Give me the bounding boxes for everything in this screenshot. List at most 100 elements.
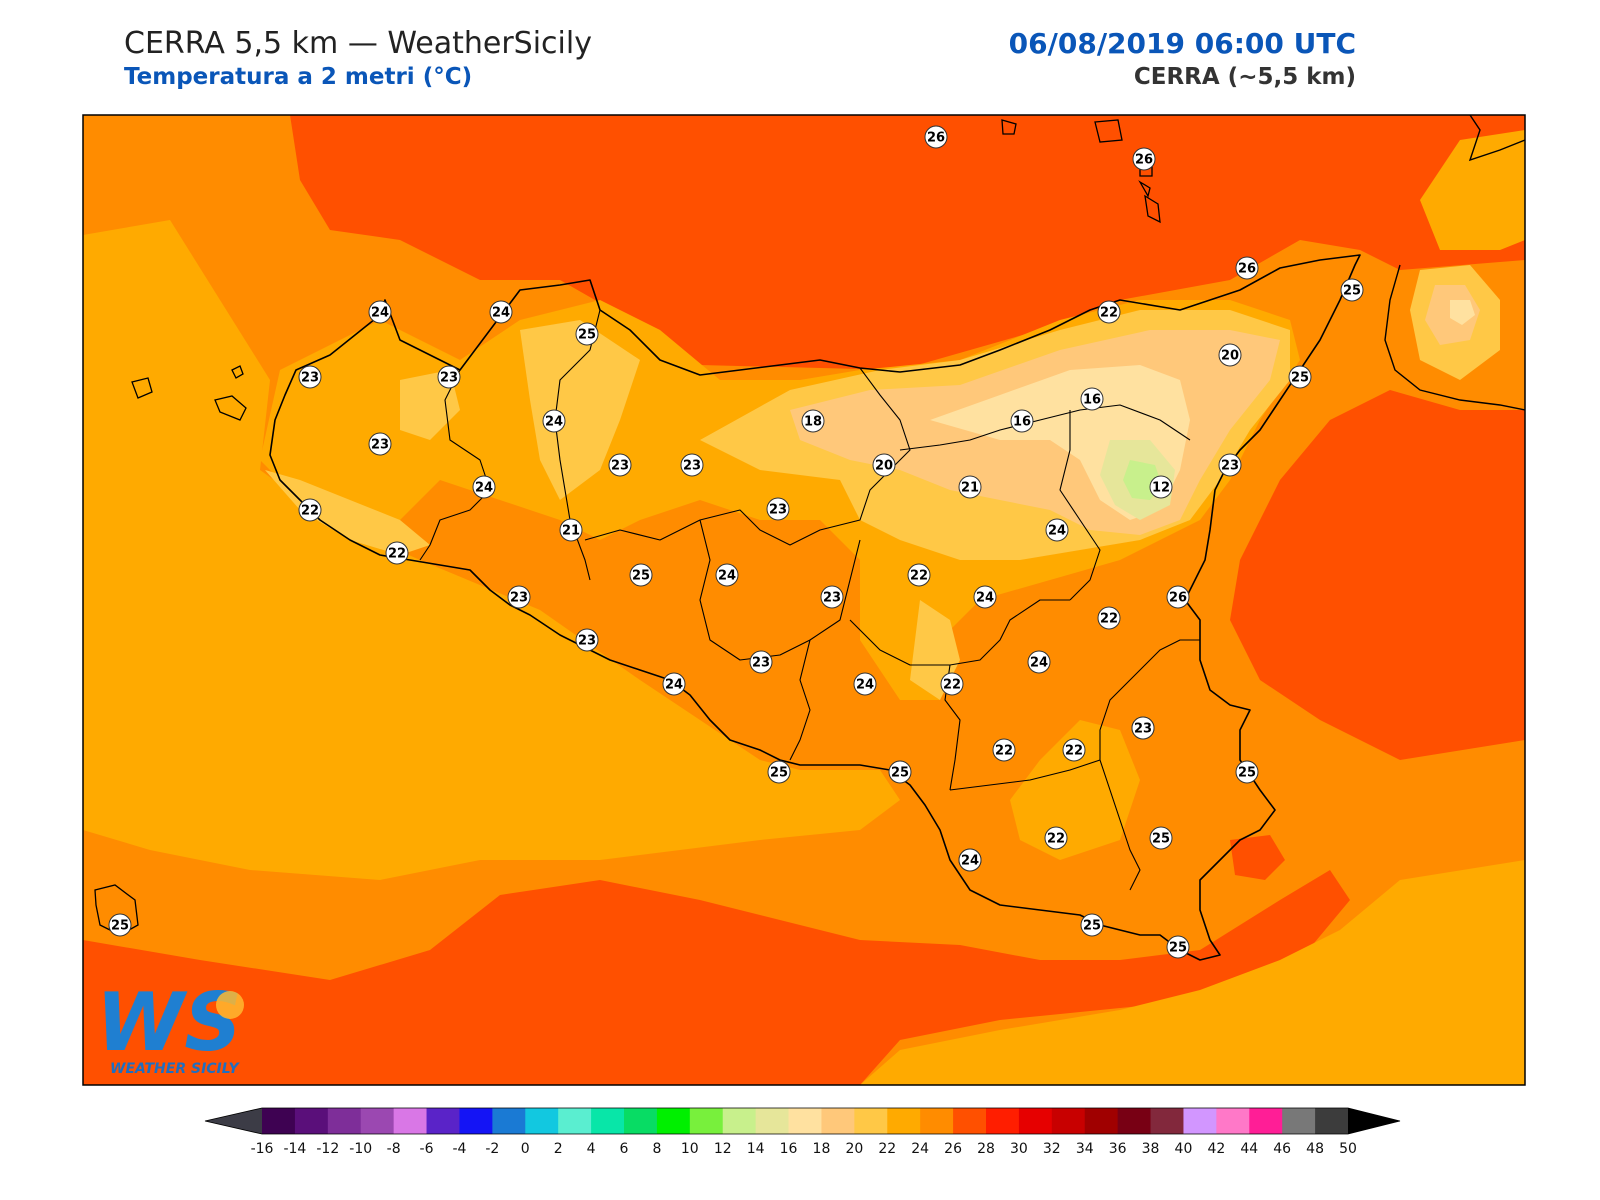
station-value: 24: [371, 306, 389, 321]
colorbar-swatch: [1315, 1108, 1349, 1134]
colorbar-under-arrow: [205, 1108, 262, 1134]
field-22-24-south-sea: [860, 860, 1525, 1085]
station-dot: [820, 585, 844, 609]
station-marker: 18: [801, 409, 825, 433]
station-marker: 22: [1097, 300, 1121, 324]
station-marker: 23: [749, 650, 773, 674]
station-dot: [1097, 606, 1121, 630]
field-26-28-south: [83, 870, 1350, 1085]
map-subtitle: Temperatura a 2 metri (°C): [124, 64, 473, 90]
station-dot: [575, 322, 599, 346]
station-dot: [1045, 518, 1069, 542]
station-marker: 25: [1149, 826, 1173, 850]
station-value: 25: [632, 569, 650, 584]
station-dot: [1288, 365, 1312, 389]
station-marker: 12: [1149, 475, 1173, 499]
colorbar-tick-label: -14: [283, 1141, 306, 1157]
station-value: 24: [976, 591, 994, 606]
station-marker: 23: [507, 585, 531, 609]
station-value: 22: [1065, 744, 1083, 759]
colorbar-swatch: [558, 1108, 592, 1134]
station-value: 25: [891, 766, 909, 781]
logo-text: WEATHER SICILY: [110, 1061, 241, 1077]
colorbar-over-arrow: [1348, 1108, 1400, 1134]
station-marker: 25: [575, 322, 599, 346]
colorbar-swatch: [689, 1108, 724, 1134]
station-value: 25: [770, 766, 788, 781]
station-value: 23: [440, 371, 458, 386]
station-value: 24: [856, 678, 874, 693]
calabria-coastline: [1384, 114, 1526, 411]
colorbar-swatch: [953, 1108, 987, 1134]
station-dot: [940, 672, 964, 696]
station-marker: 20: [872, 453, 896, 477]
station-value: 25: [1152, 832, 1170, 847]
station-dot: [958, 475, 982, 499]
station-value: 23: [371, 438, 389, 453]
station-dot: [1062, 738, 1086, 762]
station-dot: [958, 848, 982, 872]
station-marker: 24: [368, 300, 392, 324]
colorbar-tick-label: 40: [1175, 1141, 1193, 1157]
station-value: 22: [301, 504, 319, 519]
station-marker: 24: [973, 585, 997, 609]
station-value: 25: [1169, 941, 1187, 956]
station-marker: 24: [542, 409, 566, 433]
station-marker: 22: [992, 738, 1016, 762]
station-dot: [629, 563, 653, 587]
station-value: 25: [1343, 284, 1361, 299]
colorbar-swatch: [360, 1108, 395, 1134]
colorbar-swatch: [1051, 1108, 1086, 1134]
station-value: 23: [301, 371, 319, 386]
station-marker: 24: [489, 300, 513, 324]
station-value: 21: [562, 524, 580, 539]
station-value: 16: [1083, 393, 1101, 408]
station-dot: [1166, 935, 1190, 959]
station-value: 12: [1152, 481, 1170, 496]
colorbar-tick-label: 32: [1043, 1141, 1061, 1157]
station-value: 22: [1047, 832, 1065, 847]
station-markers: 26 26 26 25 24 24 25 22 24 23 22 23 23 18 20 25 16 16 24 23…: [108, 125, 1364, 959]
station-marker: 24: [1027, 650, 1051, 674]
station-value: 26: [1169, 591, 1187, 606]
colorbar-tick-label: 2: [554, 1141, 563, 1157]
station-marker: 23: [1218, 453, 1242, 477]
colorbar-swatch: [887, 1108, 921, 1134]
colorbar-swatch: [591, 1108, 625, 1134]
station-dot: [1149, 826, 1173, 850]
colorbar-swatch: [755, 1108, 790, 1134]
station-dot: [924, 125, 948, 149]
station-dot: [385, 541, 409, 565]
station-dot: [766, 497, 790, 521]
station-value: 23: [1134, 722, 1152, 737]
colorbar-tick-label: -8: [387, 1141, 401, 1157]
station-marker: 25: [108, 913, 132, 937]
station-marker: 23: [820, 585, 844, 609]
station-marker: 23: [437, 365, 461, 389]
station-value: 26: [1238, 262, 1256, 277]
station-marker: 26: [1235, 256, 1259, 280]
station-marker: 26: [1132, 147, 1156, 171]
station-value: 24: [1030, 656, 1048, 671]
model-name: CERRA (~5,5 km): [1133, 64, 1356, 90]
station-dot: [1132, 147, 1156, 171]
colorbar-tick-label: 18: [813, 1141, 831, 1157]
station-value: 22: [388, 547, 406, 562]
colorbar-tick-label: -12: [316, 1141, 339, 1157]
ustica: [231, 365, 244, 379]
colorbar-swatch: [262, 1108, 296, 1134]
station-marker: 20: [1218, 343, 1242, 367]
station-marker: 23: [1131, 716, 1155, 740]
station-marker: 22: [385, 541, 409, 565]
station-marker: 25: [629, 563, 653, 587]
station-marker: 25: [888, 760, 912, 784]
field-22-24-west-sea: [83, 220, 900, 880]
station-marker: 16: [1010, 409, 1034, 433]
colorbar-swatch: [656, 1108, 691, 1134]
station-dot: [575, 628, 599, 652]
station-marker: 16: [1080, 387, 1104, 411]
station-value: 23: [611, 459, 629, 474]
station-dot: [368, 300, 392, 324]
colorbar-swatch: [1018, 1108, 1053, 1134]
station-value: 18: [804, 415, 822, 430]
